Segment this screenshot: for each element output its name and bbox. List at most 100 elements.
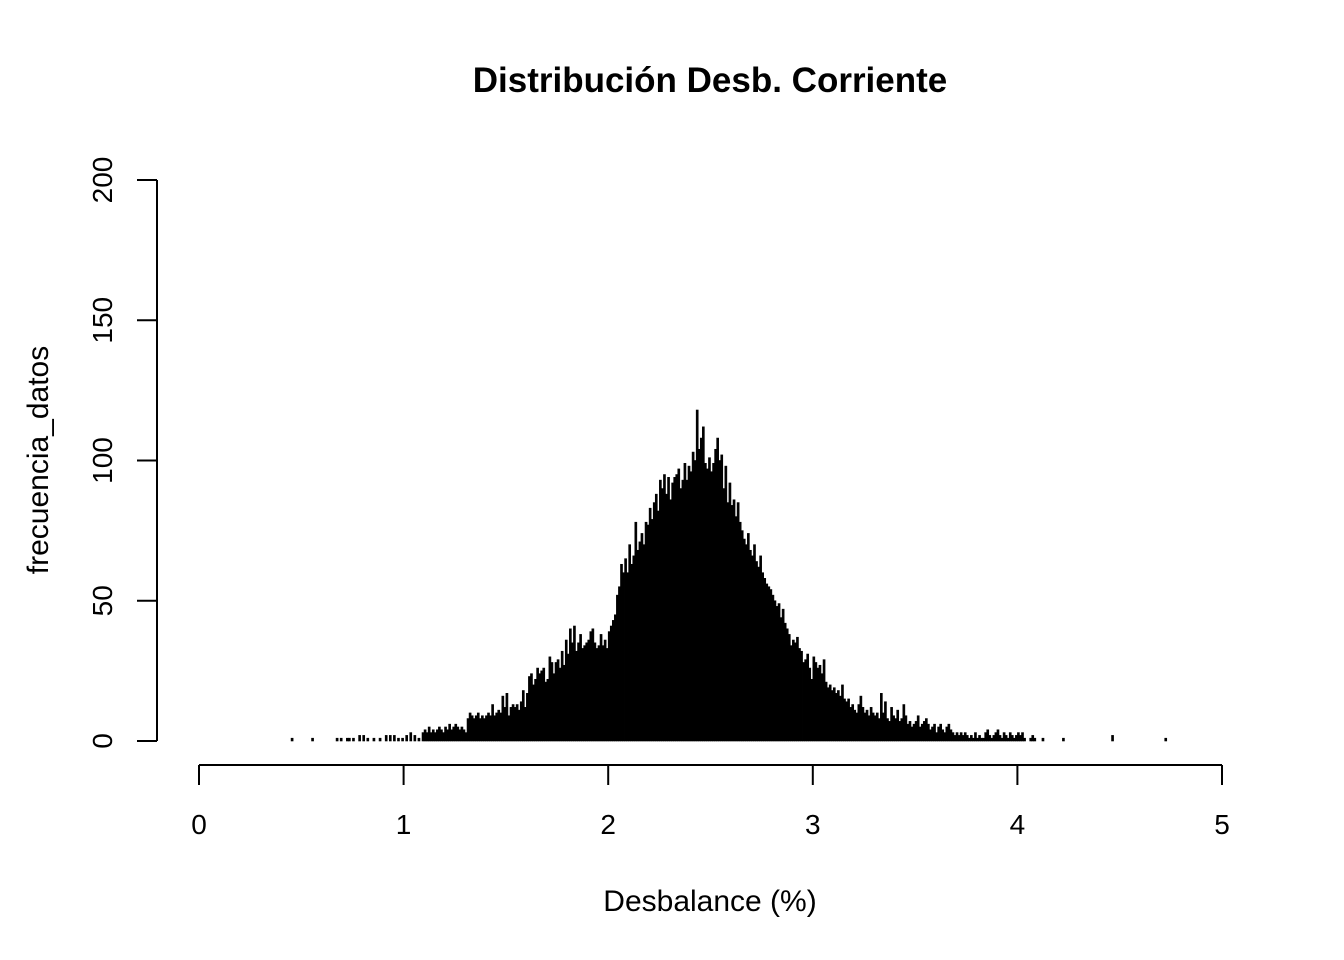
histogram-bar [812, 656, 816, 742]
histogram-bar [734, 516, 738, 742]
histogram-bars [290, 409, 1168, 742]
histogram-bar [433, 732, 437, 742]
histogram-bar [667, 477, 670, 742]
histogram-bar [841, 684, 844, 742]
histogram-bar [904, 715, 908, 742]
histogram-bar [472, 718, 476, 742]
histogram-bar [837, 690, 840, 742]
histogram-bar [378, 737, 382, 742]
histogram-bar [372, 737, 376, 742]
histogram-bar [945, 726, 949, 742]
histogram-bar [405, 735, 408, 742]
histogram-bar [462, 729, 466, 742]
histogram-bar [534, 678, 537, 742]
histogram-bar [939, 723, 943, 742]
histogram-bar [779, 617, 783, 742]
histogram-bar [771, 594, 775, 742]
histogram-bar [974, 732, 977, 742]
histogram-bar [1062, 737, 1065, 742]
histogram-bar [749, 549, 752, 742]
histogram-bar [800, 650, 803, 742]
histogram-bar [704, 463, 707, 742]
histogram-bar [524, 707, 527, 742]
histogram-bar [659, 479, 662, 742]
histogram-bar [892, 715, 895, 742]
histogram-bar [622, 572, 625, 742]
histogram-bar [902, 704, 906, 742]
histogram-bar [738, 521, 742, 742]
histogram-bar [442, 732, 445, 742]
histogram-bar [493, 715, 496, 742]
histogram-bar [458, 729, 462, 742]
histogram-bar [925, 718, 928, 742]
histogram-bar [560, 650, 564, 742]
histogram-bar [863, 712, 867, 742]
histogram-bar [1111, 735, 1114, 742]
histogram-bar [483, 718, 486, 742]
histogram-bar [730, 505, 734, 742]
histogram-bar [922, 721, 926, 742]
x-tick-label: 3 [805, 809, 821, 840]
histogram-bar [943, 732, 947, 742]
histogram-bar [888, 721, 891, 742]
histogram-bar [718, 460, 722, 742]
histogram-bar [564, 639, 568, 742]
histogram-bar [884, 701, 887, 742]
histogram-bar [822, 659, 826, 742]
histogram-bar [714, 448, 717, 742]
histogram-bar [986, 729, 990, 742]
histogram-bar [689, 471, 693, 742]
histogram-bar [478, 718, 482, 742]
histogram-bar [963, 732, 967, 742]
histogram-bar [1041, 737, 1045, 742]
histogram-bar [421, 732, 425, 742]
x-tick-label: 0 [191, 809, 207, 840]
histogram-bar [346, 737, 349, 742]
histogram-bar [546, 678, 550, 742]
histogram-bar [464, 732, 468, 742]
y-axis-label: frecuencia_datos [22, 346, 55, 575]
histogram-bar [595, 648, 599, 742]
histogram-bar [677, 468, 681, 742]
histogram-bar [669, 499, 672, 742]
histogram-bar [894, 718, 897, 742]
histogram-bar [861, 707, 865, 742]
histogram-bar [867, 715, 871, 742]
histogram-bar [544, 681, 548, 742]
histogram-bar [636, 549, 640, 742]
histogram-bar [513, 707, 517, 742]
histogram-bar [339, 737, 343, 742]
x-tick-label: 1 [396, 809, 412, 840]
histogram-bar [628, 544, 632, 742]
histogram-bar [765, 583, 769, 742]
histogram-bar [601, 645, 605, 742]
histogram-bar [792, 639, 795, 742]
histogram-bar [384, 735, 388, 742]
histogram-bar [1033, 737, 1037, 742]
histogram-bar [499, 712, 503, 742]
histogram-bar [820, 673, 824, 742]
histogram-bar [965, 735, 969, 742]
histogram-bar [1015, 735, 1018, 742]
histogram-bar [566, 653, 570, 742]
y-tick-label: 0 [87, 733, 118, 749]
histogram-bar [751, 555, 754, 742]
histogram-bar [540, 670, 544, 742]
histogram-bar [632, 555, 636, 742]
histogram-bar [1004, 735, 1008, 742]
histogram-bar [873, 715, 877, 742]
histogram-bar [912, 723, 916, 742]
histogram-bar [495, 712, 499, 742]
histogram-bar [581, 648, 584, 742]
histogram-bar [550, 662, 554, 742]
histogram-bar [554, 662, 558, 742]
histogram-bar [699, 437, 703, 742]
histogram-bar [1017, 732, 1020, 742]
histogram-bar [509, 707, 513, 742]
histogram-bar [720, 454, 724, 742]
histogram-bar [393, 735, 396, 742]
histogram-bar [468, 712, 472, 742]
histogram-bar [853, 709, 857, 742]
histogram-bar [918, 726, 922, 742]
